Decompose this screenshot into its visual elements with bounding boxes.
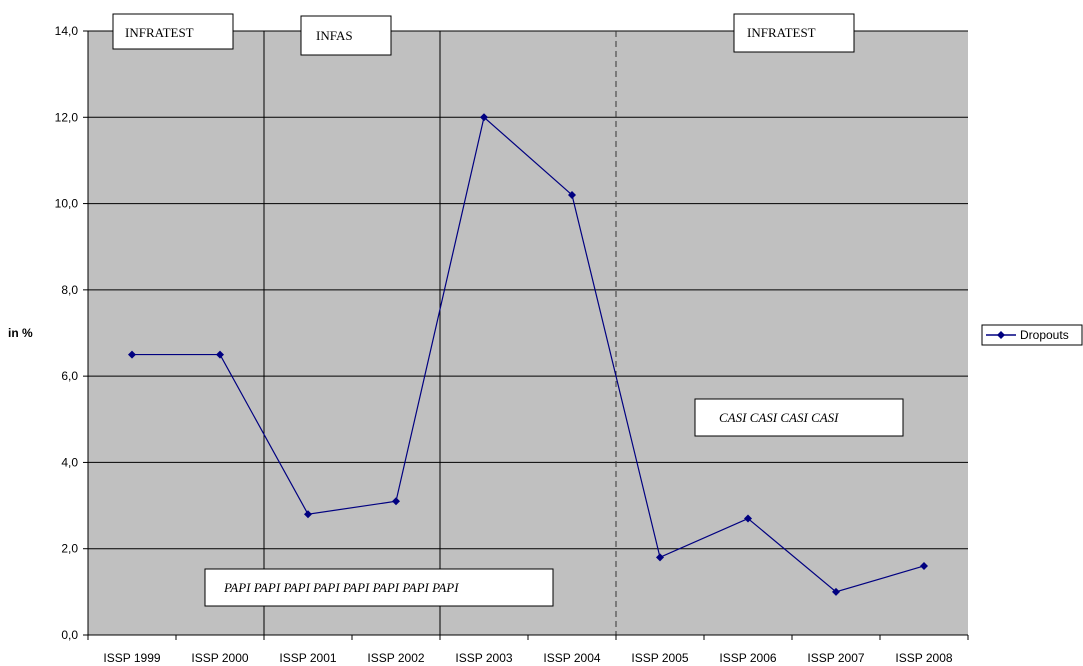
y-tick-labels: 0,0 2,0 4,0 6,0 8,0 10,0 12,0 14,0 bbox=[55, 24, 79, 642]
data-point-marker bbox=[656, 553, 664, 562]
casi-box bbox=[694, 398, 904, 437]
plot-area bbox=[88, 31, 968, 635]
y-axis-label: in % bbox=[8, 326, 33, 340]
x-tick-label: ISSP 2002 bbox=[367, 651, 424, 665]
x-tick-label: ISSP 2003 bbox=[455, 651, 512, 665]
legend-label-dropouts: Dropouts bbox=[1020, 328, 1069, 342]
period-dividers bbox=[263, 31, 617, 635]
papi-box bbox=[204, 568, 554, 607]
infratest-label-1: INFRATEST bbox=[125, 25, 194, 40]
infas-box bbox=[300, 15, 392, 56]
data-point-marker bbox=[392, 497, 400, 506]
infratest-box-1 bbox=[112, 13, 234, 50]
x-tick-label: ISSP 2007 bbox=[807, 651, 864, 665]
infas-label: INFAS bbox=[316, 28, 353, 43]
x-tick-label: ISSP 2001 bbox=[279, 651, 336, 665]
y-tick-label: 14,0 bbox=[55, 24, 79, 38]
series-dropouts bbox=[128, 113, 928, 596]
legend: Dropouts bbox=[981, 324, 1083, 346]
y-tick-label: 2,0 bbox=[61, 542, 78, 556]
x-tick-label: ISSP 2004 bbox=[543, 651, 600, 665]
annotation-boxes: INFRATEST INFAS INFRATEST PAPI PAPI PAPI… bbox=[112, 13, 904, 607]
y-tick-label: 12,0 bbox=[55, 110, 79, 124]
infratest-label-2: INFRATEST bbox=[747, 25, 816, 40]
data-point-marker bbox=[744, 514, 752, 523]
x-tick-label: ISSP 1999 bbox=[103, 651, 160, 665]
data-point-marker bbox=[128, 350, 136, 359]
x-tick-label: ISSP 2006 bbox=[719, 651, 776, 665]
data-point-marker bbox=[920, 561, 928, 570]
y-tick-label: 10,0 bbox=[55, 197, 79, 211]
data-point-marker bbox=[568, 190, 576, 199]
series-line bbox=[132, 116, 925, 593]
data-point-marker bbox=[304, 510, 312, 519]
data-point-marker bbox=[832, 587, 840, 596]
legend-box bbox=[981, 324, 1083, 346]
y-tick-label: 4,0 bbox=[61, 455, 78, 469]
y-tick-label: 8,0 bbox=[61, 283, 78, 297]
x-tick-label: ISSP 2000 bbox=[191, 651, 248, 665]
data-point-marker bbox=[216, 350, 224, 359]
legend-diamond-marker bbox=[997, 331, 1005, 339]
x-tick-label: ISSP 2008 bbox=[895, 651, 952, 665]
y-tick-label: 6,0 bbox=[61, 369, 78, 383]
data-point-marker bbox=[480, 113, 488, 122]
y-tick-label: 0,0 bbox=[61, 628, 78, 642]
x-tick-label: ISSP 2005 bbox=[631, 651, 688, 665]
papi-label: PAPI PAPI PAPI PAPI PAPI PAPI PAPI PAPI bbox=[223, 580, 459, 595]
infratest-box-2 bbox=[733, 13, 855, 53]
casi-label: CASI CASI CASI CASI bbox=[719, 410, 839, 425]
x-tick-labels: ISSP 1999 ISSP 2000 ISSP 2001 ISSP 2002 ISSP… bbox=[87, 635, 969, 665]
